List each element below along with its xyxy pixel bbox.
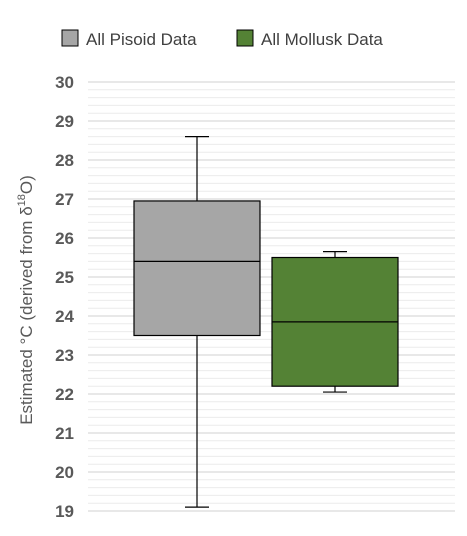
- legend: All Pisoid Data All Mollusk Data: [61, 29, 383, 49]
- box-mollusk: [271, 251, 399, 393]
- box-pisoid: [133, 136, 261, 508]
- y-tick-label: 22: [55, 385, 74, 404]
- legend-label-mollusk: All Mollusk Data: [261, 30, 383, 49]
- y-axis-title-superscript: 18: [16, 194, 28, 206]
- legend-swatch-mollusk: [236, 29, 254, 47]
- legend-swatch-pisoid: [61, 29, 79, 47]
- y-tick-label: 26: [55, 229, 74, 248]
- y-tick-label: 28: [55, 151, 74, 170]
- y-axis-title-suffix: O): [17, 175, 36, 194]
- y-tick-label: 27: [55, 190, 74, 209]
- y-tick-label: 25: [55, 268, 74, 287]
- y-tick-label: 23: [55, 346, 74, 365]
- y-axis-tick-labels: 19 20 21 22 23 24 25 26 27 28 29 30: [55, 73, 74, 521]
- y-tick-label: 20: [55, 463, 74, 482]
- y-tick-label: 24: [55, 307, 74, 326]
- box-iqr: [133, 200, 261, 337]
- y-tick-label: 29: [55, 112, 74, 131]
- legend-label-pisoid: All Pisoid Data: [86, 30, 197, 49]
- y-axis-title-prefix: Estimated °C (derived from δ: [17, 206, 36, 424]
- box-series: [133, 136, 399, 508]
- y-tick-label: 21: [55, 424, 74, 443]
- y-tick-label: 30: [55, 73, 74, 92]
- y-tick-label: 19: [55, 502, 74, 521]
- y-axis-title: Estimated °C (derived from δ18O): [16, 175, 36, 425]
